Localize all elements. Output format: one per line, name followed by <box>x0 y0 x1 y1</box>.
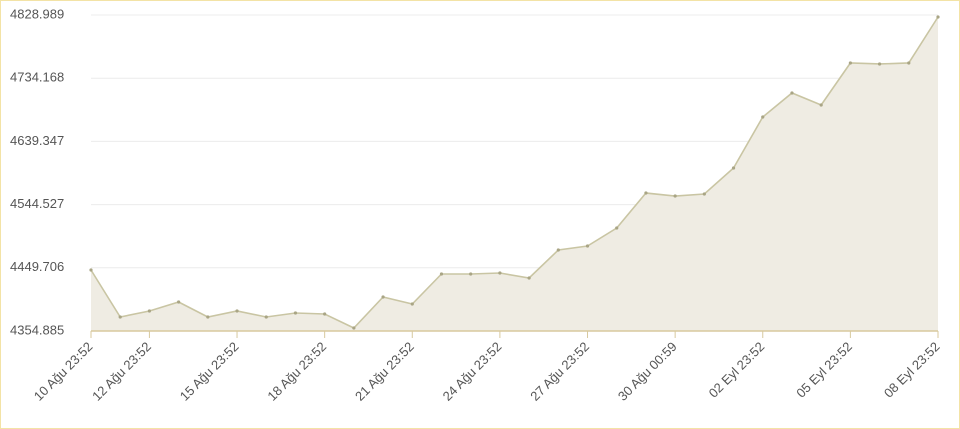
line <box>90 16 939 329</box>
point <box>790 91 794 95</box>
point <box>206 315 210 319</box>
point <box>907 61 911 65</box>
point <box>761 115 765 119</box>
point <box>527 276 531 280</box>
y-tick-label: 4639.347 <box>10 133 64 148</box>
y-tick-label: 4828.989 <box>10 6 64 21</box>
point <box>673 194 677 198</box>
point <box>702 192 706 196</box>
point <box>293 311 298 315</box>
point <box>177 300 181 304</box>
y-tick-label: 4544.527 <box>10 196 64 211</box>
y-tick-label: 4354.885 <box>10 322 64 337</box>
point <box>848 61 852 65</box>
point <box>469 272 473 276</box>
point <box>235 309 239 313</box>
point <box>615 226 619 230</box>
point <box>147 309 152 313</box>
point <box>381 295 385 299</box>
point <box>410 302 414 306</box>
point <box>118 315 122 319</box>
point <box>585 244 590 248</box>
point <box>877 62 882 66</box>
y-tick-label: 4734.168 <box>10 70 64 85</box>
point <box>323 312 327 316</box>
point <box>936 15 940 19</box>
area <box>91 16 938 332</box>
point <box>731 166 736 170</box>
y-tick-label: 4449.706 <box>10 259 64 274</box>
point <box>644 191 648 195</box>
point <box>819 103 823 107</box>
point <box>556 248 560 252</box>
point <box>498 271 502 275</box>
point <box>439 272 444 276</box>
point <box>264 315 268 319</box>
point <box>89 268 93 272</box>
point <box>352 326 356 330</box>
